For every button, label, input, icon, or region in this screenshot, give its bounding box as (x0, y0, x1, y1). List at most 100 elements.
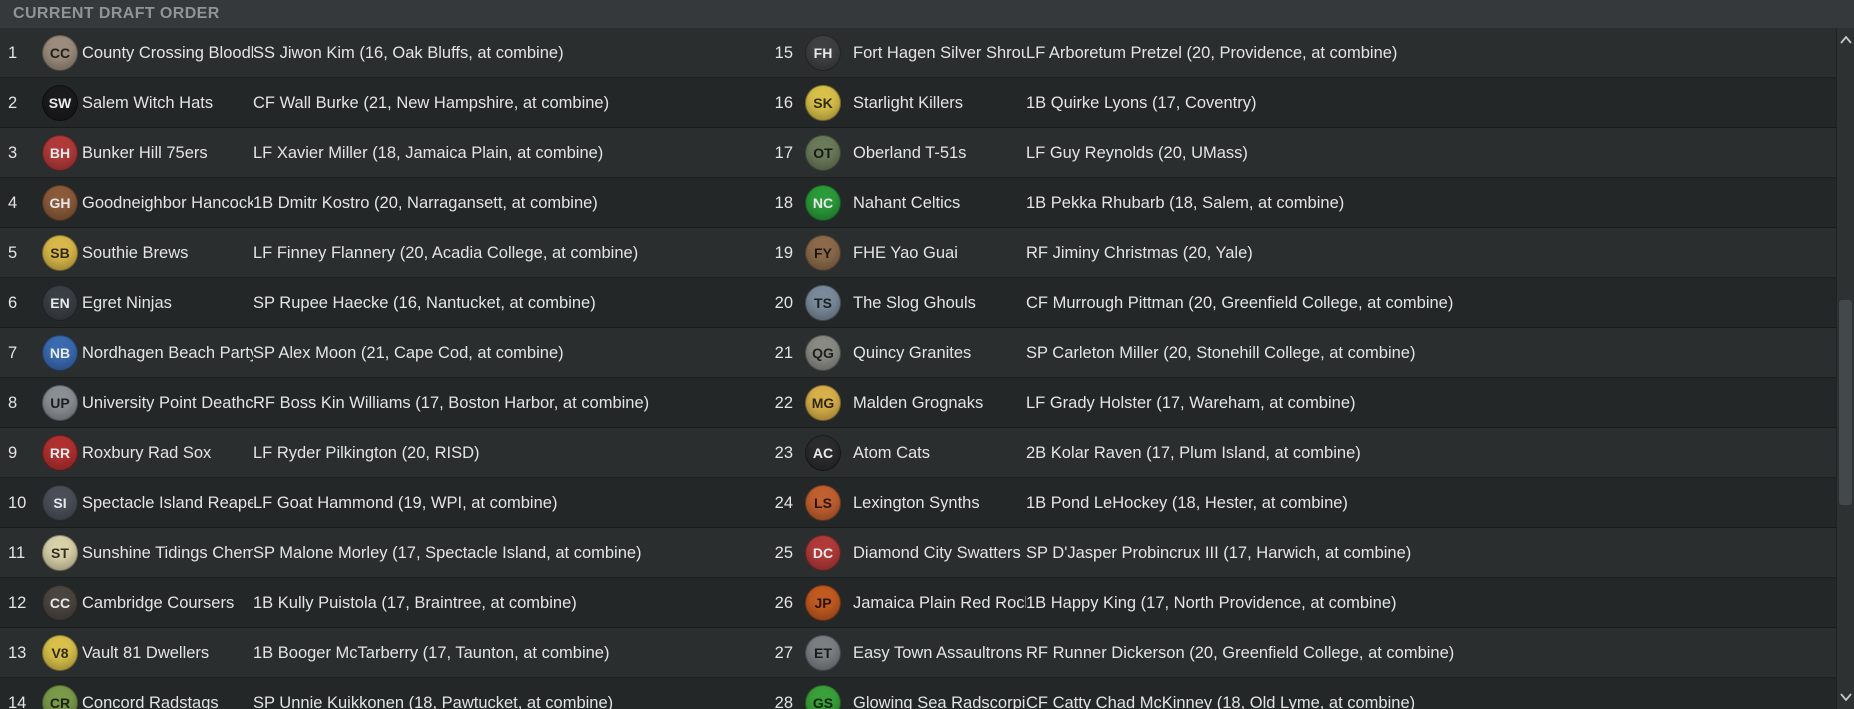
team-name[interactable]: Sunshine Tidings Chemists (82, 543, 253, 562)
team-name[interactable]: Glowing Sea Radscorpions (853, 693, 1026, 709)
player-link[interactable]: LF Goat Hammond (19, WPI, at combine) (253, 493, 558, 512)
player-link[interactable]: 1B Booger McTarberry (17, Taunton, at co… (253, 643, 610, 662)
team-name[interactable]: The Slog Ghouls (853, 293, 976, 312)
player-link[interactable]: SP Rupee Haecke (16, Nantucket, at combi… (253, 293, 596, 312)
team-name[interactable]: County Crossing Bloodbugs (82, 43, 253, 62)
team-name[interactable]: Salem Witch Hats (82, 93, 214, 112)
team-name[interactable]: Egret Ninjas (82, 293, 172, 312)
the-slog-ghouls-logo-icon[interactable]: TS (805, 285, 841, 321)
team-name[interactable]: Malden Grognaks (853, 393, 984, 412)
team-name[interactable]: Vault 81 Dwellers (82, 643, 210, 662)
team-name[interactable]: Quincy Granites (853, 343, 972, 362)
diamond-city-swatters-logo-icon[interactable]: DC (805, 535, 841, 571)
team-name[interactable]: Nahant Celtics (853, 193, 961, 212)
player-link[interactable]: LF Grady Holster (17, Wareham, at combin… (1026, 393, 1356, 412)
player-link[interactable]: CF Wall Burke (21, New Hampshire, at com… (253, 93, 610, 112)
player-link[interactable]: SP Malone Morley (17, Spectacle Island, … (253, 543, 642, 562)
player-link[interactable]: 1B Dmitr Kostro (20, Narragansett, at co… (253, 193, 598, 212)
team-name[interactable]: Starlight Killers (853, 93, 964, 112)
player-link[interactable]: RF Runner Dickerson (20, Greenfield Coll… (1026, 643, 1455, 662)
team-name[interactable]: Jamaica Plain Red Rockets (853, 593, 1026, 612)
player-link[interactable]: SP D'Jasper Probincrux III (17, Harwich,… (1026, 543, 1412, 562)
starlight-killers-logo-icon[interactable]: SK (805, 85, 841, 121)
player-link[interactable]: 1B Pond LeHockey (18, Hester, at combine… (1026, 493, 1348, 512)
roxbury-rad-sox-logo-icon[interactable]: RR (42, 435, 78, 471)
university-point-deathclaws-logo-icon[interactable]: UP (42, 385, 78, 421)
nordhagen-beach-party-boys-logo-icon[interactable]: NB (42, 335, 78, 371)
player-link[interactable]: 1B Happy King (17, North Providence, at … (1026, 593, 1397, 612)
team-name[interactable]: Diamond City Swatters (853, 543, 1021, 562)
draft-pick-row: 3 BH Bunker Hill 75ers LF Xavier Miller … (0, 128, 770, 178)
oberland-t-51s-logo-icon[interactable]: OT (805, 135, 841, 171)
lexington-synths-logo-icon[interactable]: LS (805, 485, 841, 521)
player-link[interactable]: 1B Kully Puistola (17, Braintree, at com… (253, 593, 577, 612)
malden-grognaks-logo-icon[interactable]: MG (805, 385, 841, 421)
pick-number: 1 (8, 43, 18, 62)
player-link[interactable]: RF Jiminy Christmas (20, Yale) (1026, 243, 1253, 262)
team-name[interactable]: University Point Deathclaws (82, 393, 253, 412)
scroll-up-button[interactable] (1837, 30, 1854, 50)
cambridge-coursers-logo-icon[interactable]: CC (42, 585, 78, 621)
team-name[interactable]: FHE Yao Guai (853, 243, 958, 262)
team-name[interactable]: Bunker Hill 75ers (82, 143, 208, 162)
atom-cats-logo-icon[interactable]: AC (805, 435, 841, 471)
egret-ninjas-logo-icon[interactable]: EN (42, 285, 78, 321)
team-name[interactable]: Goodneighbor Hancocks (82, 193, 253, 212)
pick-number: 11 (8, 543, 26, 562)
player-link[interactable]: CF Catty Chad McKinney (18, Old Lyme, at… (1026, 693, 1416, 709)
player-link[interactable]: 1B Pekka Rhubarb (18, Salem, at combine) (1026, 193, 1345, 212)
bunker-hill-75ers-logo-icon[interactable]: BH (42, 135, 78, 171)
player-link[interactable]: LF Xavier Miller (18, Jamaica Plain, at … (253, 143, 604, 162)
concord-radstags-logo-icon[interactable]: CR (42, 685, 78, 709)
player-link[interactable]: RF Boss Kin Williams (17, Boston Harbor,… (253, 393, 650, 412)
player-link[interactable]: SS Jiwon Kim (16, Oak Bluffs, at combine… (253, 43, 564, 62)
player-link[interactable]: 1B Quirke Lyons (17, Coventry) (1026, 93, 1257, 112)
team-name[interactable]: Atom Cats (853, 443, 931, 462)
team-name[interactable]: Nordhagen Beach Party Boys (82, 343, 253, 362)
draft-pick-row: 19 FY FHE Yao Guai RF Jiminy Christmas (… (770, 228, 1836, 278)
pick-number: 21 (774, 343, 793, 362)
player-link[interactable]: CF Murrough Pittman (20, Greenfield Coll… (1026, 293, 1454, 312)
scroll-down-button[interactable] (1837, 687, 1854, 707)
team-name[interactable]: Oberland T-51s (853, 143, 967, 162)
fort-hagen-silver-shroud-logo-icon[interactable]: FH (805, 35, 841, 71)
jamaica-plain-red-rockets-logo-icon[interactable]: JP (805, 585, 841, 621)
player-link[interactable]: LF Guy Reynolds (20, UMass) (1026, 143, 1248, 162)
team-name[interactable]: Fort Hagen Silver Shroud (853, 43, 1026, 62)
pick-number: 17 (774, 143, 793, 162)
player-link[interactable]: LF Ryder Pilkington (20, RISD) (253, 443, 480, 462)
draft-pick-row: 28 GS Glowing Sea Radscorpions CF Catty … (770, 678, 1836, 709)
draft-pick-row: 16 SK Starlight Killers 1B Quirke Lyons … (770, 78, 1836, 128)
player-link[interactable]: SP Unnie Kuikkonen (18, Pawtucket, at co… (253, 693, 614, 709)
player-link[interactable]: SP Carleton Miller (20, Stonehill Colleg… (1026, 343, 1416, 362)
glowing-sea-radscorpions-logo-icon[interactable]: GS (805, 685, 841, 709)
team-name[interactable]: Southie Brews (82, 243, 189, 262)
team-name[interactable]: Lexington Synths (853, 493, 980, 512)
salem-witch-hats-logo-icon[interactable]: SW (42, 85, 78, 121)
goodneighbor-hancocks-logo-icon[interactable]: GH (42, 185, 78, 221)
spectacle-island-reapers-logo-icon[interactable]: SI (42, 485, 78, 521)
vault-81-dwellers-logo-icon[interactable]: V8 (42, 635, 78, 671)
nahant-celtics-logo-icon[interactable]: NC (805, 185, 841, 221)
scrollbar-thumb[interactable] (1839, 300, 1852, 505)
county-crossing-bloodbugs-logo-icon[interactable]: CC (42, 35, 78, 71)
easy-town-assaultrons-logo-icon[interactable]: ET (805, 635, 841, 671)
pick-number: 8 (8, 393, 18, 412)
team-name[interactable]: Spectacle Island Reapers (82, 493, 253, 512)
team-name[interactable]: Roxbury Rad Sox (82, 443, 212, 462)
southie-brews-logo-icon[interactable]: SB (42, 235, 78, 271)
pick-number: 5 (8, 243, 18, 262)
player-link[interactable]: LF Finney Flannery (20, Acadia College, … (253, 243, 639, 262)
sunshine-tidings-chemists-logo-icon[interactable]: ST (42, 535, 78, 571)
fhe-yao-guai-logo-icon[interactable]: FY (805, 235, 841, 271)
team-name[interactable]: Concord Radstags (82, 693, 219, 709)
quincy-granites-logo-icon[interactable]: QG (805, 335, 841, 371)
team-name[interactable]: Easy Town Assaultrons (853, 643, 1023, 662)
scrollbar[interactable] (1836, 28, 1854, 709)
pick-number: 19 (774, 243, 793, 262)
player-link[interactable]: LF Arboretum Pretzel (20, Providence, at… (1026, 43, 1398, 62)
team-name[interactable]: Cambridge Coursers (82, 593, 235, 612)
player-link[interactable]: SP Alex Moon (21, Cape Cod, at combine) (253, 343, 564, 362)
player-link[interactable]: 2B Kolar Raven (17, Plum Island, at comb… (1026, 443, 1361, 462)
draft-pick-row: 10 SI Spectacle Island Reapers LF Goat H… (0, 478, 770, 528)
